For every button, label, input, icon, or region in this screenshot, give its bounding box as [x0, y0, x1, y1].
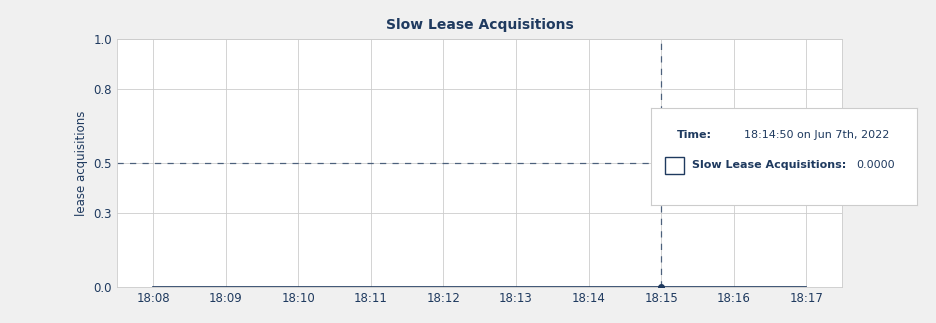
Bar [665, 157, 684, 174]
Text: 0.0000: 0.0000 [856, 161, 895, 170]
Text: Slow Lease Acquisitions:: Slow Lease Acquisitions: [692, 161, 846, 170]
Text: Time:: Time: [678, 130, 712, 140]
Title: Slow Lease Acquisitions: Slow Lease Acquisitions [386, 18, 574, 32]
Y-axis label: lease acquisitions: lease acquisitions [75, 110, 88, 216]
Text: 18:14:50 on Jun 7th, 2022: 18:14:50 on Jun 7th, 2022 [744, 130, 889, 140]
